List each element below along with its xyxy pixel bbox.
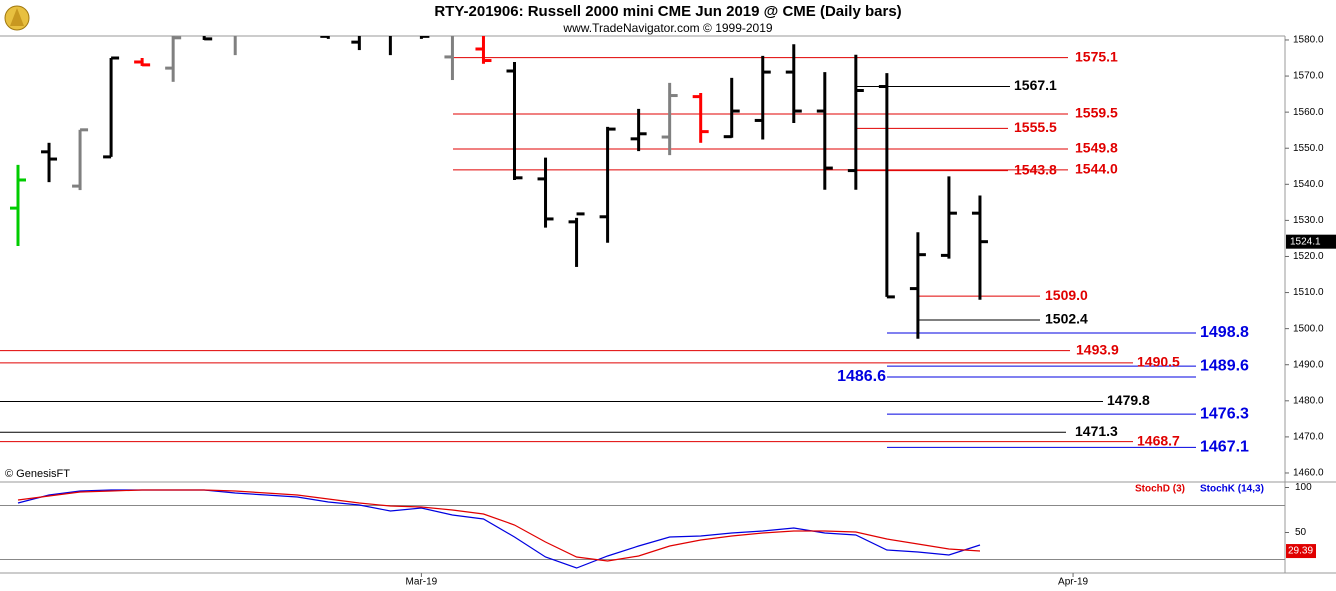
level-label: 1489.6 [1200, 357, 1249, 374]
last-value-label: 29.39 [1288, 546, 1313, 557]
price-panel [0, 36, 1196, 448]
y-tick-label: 100 [1295, 482, 1312, 493]
level-label: 1555.5 [1014, 119, 1057, 135]
y-tick-label: 1530.0 [1293, 215, 1324, 226]
y-tick-label: 1500.0 [1293, 323, 1324, 334]
credit: © GenesisFT [5, 468, 70, 480]
legend-label: StochK (14,3) [1200, 484, 1264, 495]
level-label: 1559.5 [1075, 105, 1118, 121]
level-label: 1549.8 [1075, 140, 1118, 156]
y-tick-label: 1580.0 [1293, 35, 1324, 46]
level-label: 1471.3 [1075, 423, 1118, 439]
y-tick-label: 1570.0 [1293, 71, 1324, 82]
level-label: 1479.8 [1107, 392, 1150, 408]
y-tick-label: 50 [1295, 527, 1307, 538]
level-label: 1476.3 [1200, 405, 1249, 422]
legend-label: StochD (3) [1135, 484, 1185, 495]
level-label: 1498.8 [1200, 324, 1249, 341]
last-value-box [1286, 544, 1316, 559]
level-label: 1467.1 [1200, 439, 1249, 456]
y-tick-label: 1520.0 [1293, 251, 1324, 262]
level-label: 1544.0 [1075, 161, 1118, 177]
level-label: 1468.7 [1137, 432, 1180, 448]
level-label: 1543.8 [1014, 161, 1057, 177]
level-label: 1502.4 [1045, 311, 1088, 327]
level-label: 1509.0 [1045, 287, 1088, 303]
x-tick-label: Mar-19 [406, 577, 438, 588]
logo [4, 5, 30, 31]
y-tick-label: 1510.0 [1293, 287, 1324, 298]
chart-subtitle: www.TradeNavigator.com © 1999-2019 [562, 21, 772, 35]
level-label: 1486.6 [837, 368, 886, 385]
last-price-box [1286, 234, 1336, 249]
y-tick-label: 1470.0 [1293, 432, 1324, 443]
level-label: 1490.5 [1137, 354, 1180, 370]
level-label: 1493.9 [1076, 341, 1119, 357]
last-price-label: 1524.1 [1290, 236, 1321, 247]
y-tick-label: 1480.0 [1293, 395, 1324, 406]
chart-title: RTY-201906: Russell 2000 mini CME Jun 20… [434, 3, 901, 20]
y-tick-label: 1460.0 [1293, 468, 1324, 479]
level-label: 1567.1 [1014, 77, 1057, 93]
y-tick-label: 1540.0 [1293, 179, 1324, 190]
stoch-line [17, 489, 981, 562]
level-label: 1575.1 [1075, 48, 1118, 64]
x-tick-label: Apr-19 [1058, 577, 1088, 588]
y-tick-label: 1550.0 [1293, 143, 1324, 154]
y-tick-label: 1560.0 [1293, 107, 1324, 118]
y-tick-label: 1490.0 [1293, 359, 1324, 370]
